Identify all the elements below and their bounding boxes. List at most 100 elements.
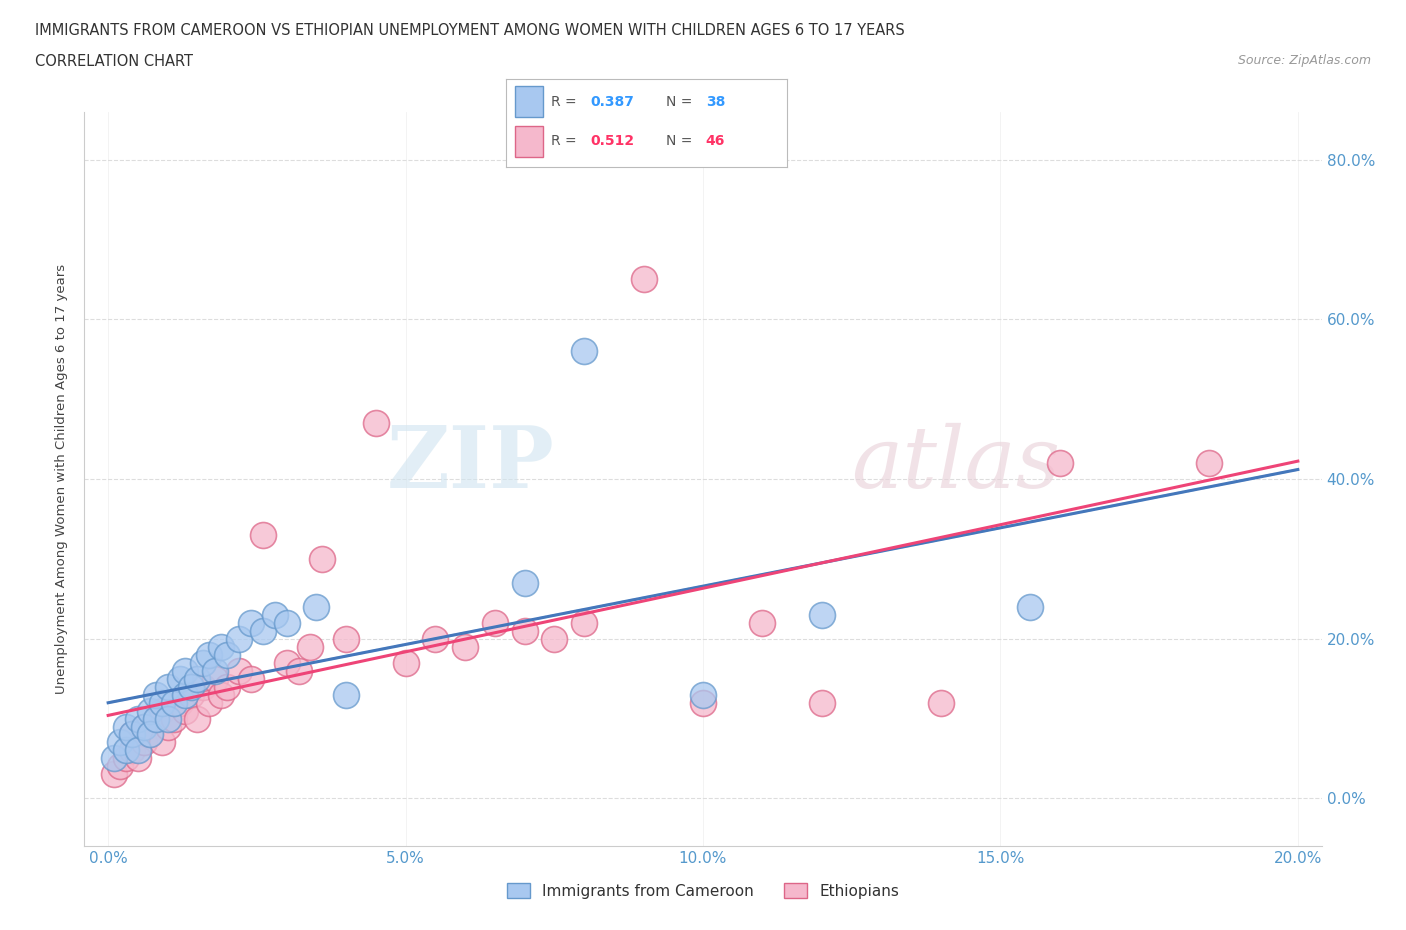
Point	[156, 711, 179, 726]
Point	[543, 631, 565, 646]
Point	[209, 687, 232, 702]
Point	[811, 695, 834, 710]
Bar	[515, 126, 543, 157]
Point	[692, 695, 714, 710]
Text: Source: ZipAtlas.com: Source: ZipAtlas.com	[1237, 54, 1371, 67]
Point	[1049, 456, 1071, 471]
Point	[239, 671, 262, 686]
Point	[454, 639, 477, 654]
Point	[364, 416, 387, 431]
Point	[156, 719, 179, 734]
Point	[103, 767, 125, 782]
Y-axis label: Unemployment Among Women with Children Ages 6 to 17 years: Unemployment Among Women with Children A…	[55, 264, 69, 694]
Point	[276, 655, 298, 670]
Point	[103, 751, 125, 766]
Point	[425, 631, 447, 646]
Point	[217, 679, 239, 694]
Point	[186, 671, 208, 686]
Point	[299, 639, 322, 654]
Point	[174, 663, 197, 678]
Point	[132, 719, 155, 734]
Point	[121, 743, 143, 758]
Point	[150, 735, 173, 750]
Text: 0.387: 0.387	[591, 95, 634, 109]
Point	[311, 551, 333, 566]
Bar	[515, 86, 543, 117]
Point	[204, 663, 226, 678]
Point	[228, 631, 250, 646]
Point	[276, 616, 298, 631]
Point	[193, 679, 215, 694]
Point	[198, 695, 221, 710]
Point	[204, 671, 226, 686]
Point	[115, 751, 138, 766]
Point	[156, 679, 179, 694]
Point	[139, 703, 162, 718]
Point	[115, 719, 138, 734]
Point	[132, 719, 155, 734]
Point	[811, 607, 834, 622]
Point	[484, 616, 506, 631]
Point	[169, 695, 191, 710]
Point	[193, 655, 215, 670]
Text: R =: R =	[551, 134, 581, 149]
Text: N =: N =	[666, 134, 697, 149]
Text: 38: 38	[706, 95, 725, 109]
Point	[692, 687, 714, 702]
Point	[239, 616, 262, 631]
Point	[252, 623, 274, 638]
Point	[150, 695, 173, 710]
Point	[139, 727, 162, 742]
Point	[132, 735, 155, 750]
Point	[263, 607, 285, 622]
Point	[174, 687, 197, 702]
Text: 46: 46	[706, 134, 725, 149]
Point	[115, 743, 138, 758]
Point	[335, 631, 357, 646]
Point	[162, 711, 184, 726]
Point	[513, 623, 536, 638]
Point	[121, 727, 143, 742]
Point	[108, 735, 131, 750]
Point	[145, 711, 167, 726]
Point	[929, 695, 952, 710]
Point	[162, 695, 184, 710]
Text: IMMIGRANTS FROM CAMEROON VS ETHIOPIAN UNEMPLOYMENT AMONG WOMEN WITH CHILDREN AGE: IMMIGRANTS FROM CAMEROON VS ETHIOPIAN UN…	[35, 23, 905, 38]
Point	[186, 711, 208, 726]
Point	[174, 703, 197, 718]
Point	[127, 711, 149, 726]
Point	[127, 751, 149, 766]
Text: CORRELATION CHART: CORRELATION CHART	[35, 54, 193, 69]
Point	[228, 663, 250, 678]
Point	[198, 647, 221, 662]
Point	[150, 703, 173, 718]
Point	[108, 759, 131, 774]
Point	[287, 663, 309, 678]
Point	[513, 576, 536, 591]
Point	[305, 599, 328, 614]
Point	[394, 655, 416, 670]
Point	[209, 639, 232, 654]
Text: N =: N =	[666, 95, 697, 109]
Point	[127, 743, 149, 758]
Point	[145, 687, 167, 702]
Point	[145, 711, 167, 726]
Point	[572, 616, 595, 631]
Point	[1198, 456, 1220, 471]
Point	[169, 671, 191, 686]
Text: atlas: atlas	[852, 423, 1060, 506]
Point	[335, 687, 357, 702]
Point	[180, 687, 202, 702]
Point	[633, 272, 655, 286]
Point	[121, 727, 143, 742]
Point	[180, 679, 202, 694]
Point	[572, 344, 595, 359]
Point	[139, 727, 162, 742]
Text: R =: R =	[551, 95, 581, 109]
Legend: Immigrants from Cameroon, Ethiopians: Immigrants from Cameroon, Ethiopians	[501, 877, 905, 905]
Point	[252, 527, 274, 542]
Point	[751, 616, 773, 631]
Text: ZIP: ZIP	[387, 422, 554, 506]
Point	[217, 647, 239, 662]
Text: 0.512: 0.512	[591, 134, 634, 149]
